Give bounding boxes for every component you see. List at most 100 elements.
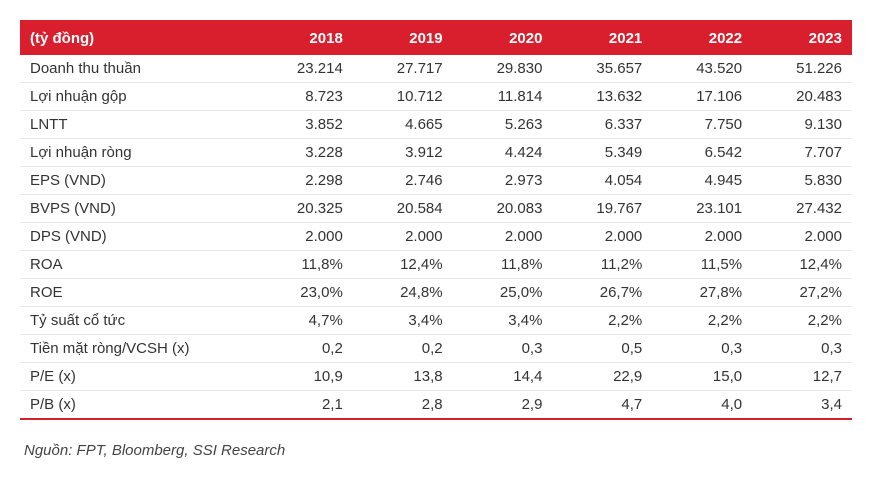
row-value: 23.214 [253,55,353,83]
row-value: 19.767 [552,195,652,223]
col-header-2019: 2019 [353,22,453,55]
col-header-2023: 2023 [752,22,852,55]
row-label: Tiền mặt ròng/VCSH (x) [20,335,253,363]
row-value: 12,4% [353,251,453,279]
row-value: 2,9 [453,391,553,420]
row-value: 2.000 [752,223,852,251]
row-value: 10.712 [353,83,453,111]
row-value: 23.101 [652,195,752,223]
row-value: 2.973 [453,167,553,195]
source-note: Nguồn: FPT, Bloomberg, SSI Research [20,442,852,459]
row-value: 23,0% [253,279,353,307]
row-value: 0,2 [353,335,453,363]
row-value: 25,0% [453,279,553,307]
table-row: Lợi nhuận ròng3.2283.9124.4245.3496.5427… [20,139,852,167]
row-value: 4.424 [453,139,553,167]
row-value: 4.665 [353,111,453,139]
row-value: 0,2 [253,335,353,363]
row-value: 10,9 [253,363,353,391]
row-label: Tỷ suất cổ tức [20,307,253,335]
row-value: 2.000 [353,223,453,251]
row-value: 14,4 [453,363,553,391]
row-value: 2.298 [253,167,353,195]
row-value: 2.000 [453,223,553,251]
row-value: 11,5% [652,251,752,279]
col-header-2021: 2021 [552,22,652,55]
row-value: 24,8% [353,279,453,307]
financial-table-wrap: (tỷ đồng) 2018 2019 2020 2021 2022 2023 … [20,20,852,420]
row-value: 27.717 [353,55,453,83]
row-value: 4.054 [552,167,652,195]
row-value: 3,4% [353,307,453,335]
row-label: ROA [20,251,253,279]
row-value: 12,7 [752,363,852,391]
row-value: 3.852 [253,111,353,139]
row-label: Doanh thu thuần [20,55,253,83]
row-label: Lợi nhuận ròng [20,139,253,167]
row-value: 6.337 [552,111,652,139]
row-label: Lợi nhuận gộp [20,83,253,111]
row-label: P/B (x) [20,391,253,420]
table-body: Doanh thu thuần23.21427.71729.83035.6574… [20,55,852,419]
table-row: Tỷ suất cổ tức4,7%3,4%3,4%2,2%2,2%2,2% [20,307,852,335]
row-value: 2,2% [552,307,652,335]
row-label: DPS (VND) [20,223,253,251]
row-label: ROE [20,279,253,307]
table-row: ROA11,8%12,4%11,8%11,2%11,5%12,4% [20,251,852,279]
row-value: 20.483 [752,83,852,111]
row-value: 15,0 [652,363,752,391]
row-value: 11,8% [253,251,353,279]
row-value: 51.226 [752,55,852,83]
row-value: 2,2% [752,307,852,335]
row-value: 27,8% [652,279,752,307]
row-value: 27,2% [752,279,852,307]
row-value: 8.723 [253,83,353,111]
row-value: 7.750 [652,111,752,139]
table-row: ROE23,0%24,8%25,0%26,7%27,8%27,2% [20,279,852,307]
row-label: P/E (x) [20,363,253,391]
row-value: 5.263 [453,111,553,139]
row-value: 4,7% [253,307,353,335]
row-value: 7.707 [752,139,852,167]
row-value: 11,2% [552,251,652,279]
row-value: 43.520 [652,55,752,83]
row-value: 35.657 [552,55,652,83]
row-value: 2,8 [353,391,453,420]
table-row: EPS (VND)2.2982.7462.9734.0544.9455.830 [20,167,852,195]
row-label: BVPS (VND) [20,195,253,223]
row-value: 11.814 [453,83,553,111]
row-value: 4.945 [652,167,752,195]
row-value: 2,1 [253,391,353,420]
row-value: 6.542 [652,139,752,167]
row-value: 3,4% [453,307,553,335]
row-value: 4,0 [652,391,752,420]
row-value: 13,8 [353,363,453,391]
table-row: Doanh thu thuần23.21427.71729.83035.6574… [20,55,852,83]
row-value: 22,9 [552,363,652,391]
row-value: 0,3 [652,335,752,363]
row-value: 3.912 [353,139,453,167]
row-value: 17.106 [652,83,752,111]
row-value: 2.000 [253,223,353,251]
row-value: 11,8% [453,251,553,279]
row-value: 5.349 [552,139,652,167]
col-header-2022: 2022 [652,22,752,55]
row-value: 26,7% [552,279,652,307]
row-value: 2.746 [353,167,453,195]
row-value: 2.000 [652,223,752,251]
row-value: 2,2% [652,307,752,335]
table-row: Lợi nhuận gộp8.72310.71211.81413.63217.1… [20,83,852,111]
row-label: EPS (VND) [20,167,253,195]
row-value: 0,5 [552,335,652,363]
table-header-row: (tỷ đồng) 2018 2019 2020 2021 2022 2023 [20,22,852,55]
table-row: DPS (VND)2.0002.0002.0002.0002.0002.000 [20,223,852,251]
row-label: LNTT [20,111,253,139]
row-value: 12,4% [752,251,852,279]
financial-table: (tỷ đồng) 2018 2019 2020 2021 2022 2023 … [20,22,852,420]
row-value: 20.584 [353,195,453,223]
table-row: Tiền mặt ròng/VCSH (x)0,20,20,30,50,30,3 [20,335,852,363]
col-header-2020: 2020 [453,22,553,55]
row-value: 4,7 [552,391,652,420]
table-row: P/B (x)2,12,82,94,74,03,4 [20,391,852,420]
row-value: 20.083 [453,195,553,223]
